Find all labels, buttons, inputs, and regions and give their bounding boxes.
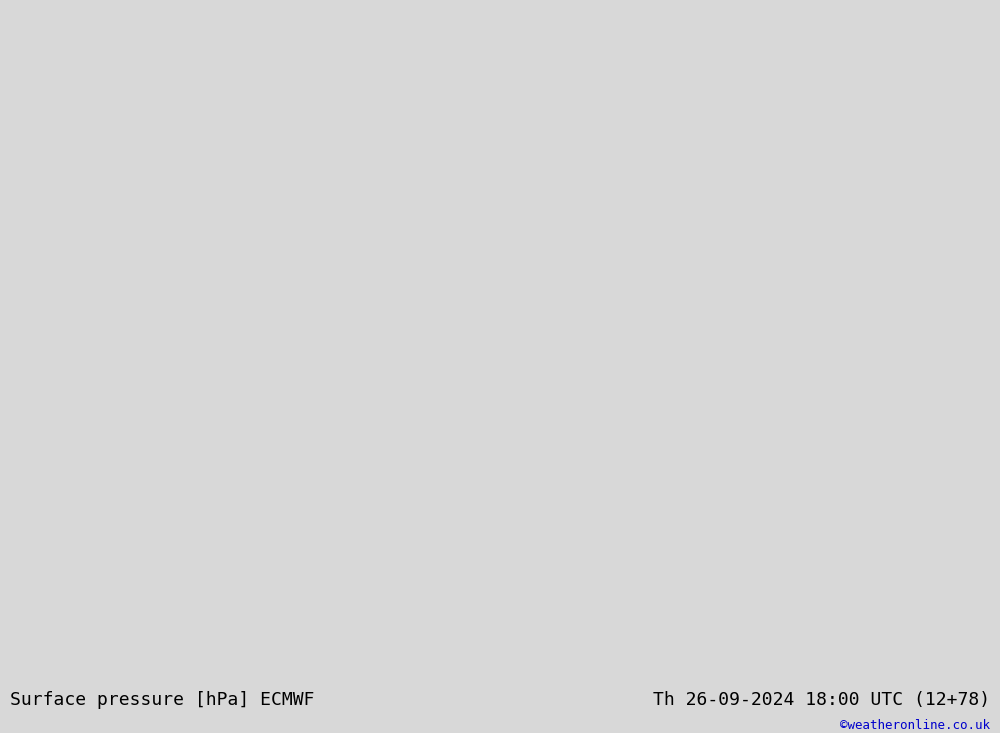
Text: ©weatheronline.co.uk: ©weatheronline.co.uk [840,719,990,732]
Text: Surface pressure [hPa] ECMWF: Surface pressure [hPa] ECMWF [10,690,314,709]
Text: Th 26-09-2024 18:00 UTC (12+78): Th 26-09-2024 18:00 UTC (12+78) [653,690,990,709]
